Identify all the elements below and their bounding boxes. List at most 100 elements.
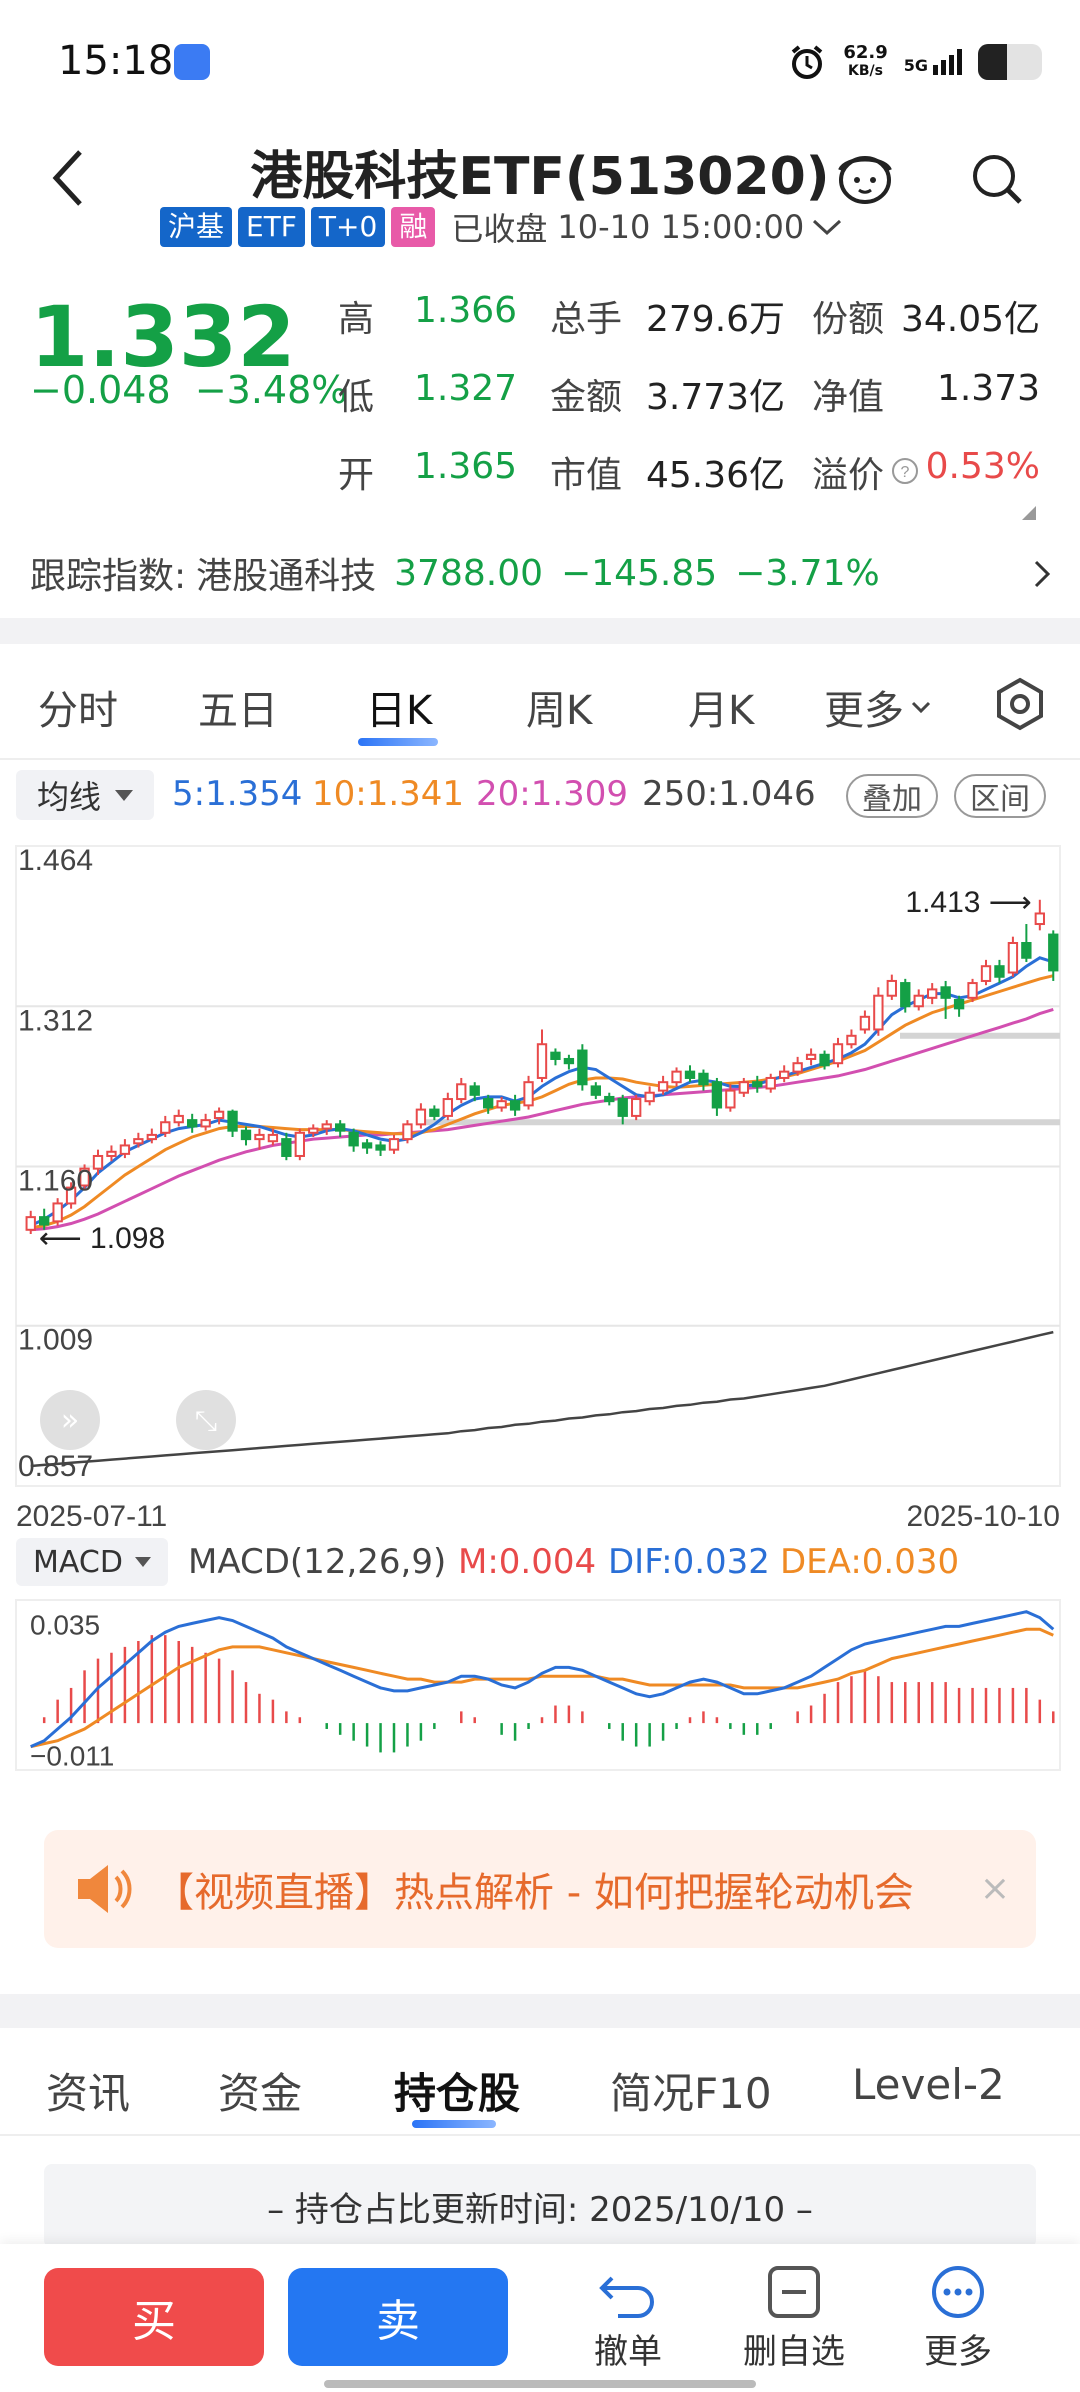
candle-body — [39, 1216, 50, 1226]
holdings-update-time: – 持仓占比更新时间: 2025/10/10 – — [44, 2164, 1036, 2248]
settings-hexagon-icon[interactable] — [992, 676, 1048, 732]
more-label: 更多 — [924, 2332, 992, 2372]
period-tabs: 分时 五日 日K 周K 月K 更多 — [0, 648, 1080, 758]
tab-intraday[interactable]: 分时 — [38, 688, 118, 734]
macd-title: MACD(12,26,9) — [188, 1542, 447, 1582]
nav-value: 1.373 — [936, 368, 1040, 409]
tab-f10[interactable]: 简况F10 — [610, 2069, 772, 2118]
tab-monthly-k[interactable]: 月K — [688, 688, 755, 734]
tab-holdings[interactable]: 持仓股 — [394, 2069, 521, 2118]
bottom-action-bar: 买 卖 撤单 删自选 更多 — [0, 2244, 1080, 2392]
candle-body — [927, 988, 938, 999]
ma20-line — [30, 1007, 1054, 1232]
candle-body — [684, 1070, 696, 1079]
banner-close-icon[interactable]: × — [979, 1868, 1010, 1909]
live-banner[interactable]: 【视频直播】热点解析 - 如何把握轮动机会 × — [44, 1830, 1036, 1948]
tracking-percent: −3.71% — [735, 552, 880, 594]
candle-body — [321, 1123, 332, 1130]
ma-legend: 均线 5:1.354 10:1.341 20:1.309 250:1.046 叠… — [0, 762, 1080, 828]
macd-y-tick-label: −0.011 — [30, 1740, 114, 1771]
tab-news[interactable]: 资讯 — [46, 2069, 131, 2118]
candle-body — [25, 1216, 36, 1231]
candle-body — [1007, 942, 1019, 974]
status-right: 62.9 KB/s 5G — [787, 40, 1042, 84]
x-end-label: 2025-10-10 — [907, 1500, 1060, 1526]
tab-weekly-k[interactable]: 周K — [526, 688, 593, 734]
tab-capital[interactable]: 资金 — [218, 2069, 303, 2118]
candle-body — [980, 965, 992, 982]
tab-daily-k[interactable]: 日K — [366, 688, 433, 734]
cancel-order-label: 撤单 — [594, 2332, 662, 2372]
search-icon[interactable] — [970, 152, 1026, 208]
candle-body — [52, 1202, 63, 1223]
candle-body — [779, 1070, 790, 1079]
dea-line — [30, 1627, 1054, 1749]
indicator-selector-label: 均线 — [36, 778, 101, 816]
candle-body — [213, 1110, 225, 1120]
chevron-down-icon[interactable] — [810, 215, 844, 239]
macd-chart[interactable]: 0.035 −0.011 — [0, 1590, 1080, 1780]
candle-body — [133, 1138, 144, 1145]
candle-body — [671, 1070, 682, 1084]
tab-level2[interactable]: Level-2 — [852, 2060, 1005, 2109]
candle-body — [805, 1053, 817, 1060]
high-value: 1.366 — [414, 290, 518, 331]
header: 港股科技ETF(513020) 沪基 ETF T+0 融 已收盘 10-10 1… — [0, 120, 1080, 250]
macd-selector[interactable]: MACD — [16, 1538, 168, 1586]
amount-value: 3.773亿 — [646, 377, 786, 418]
buy-button[interactable]: 买 — [44, 2268, 264, 2366]
candle-body — [267, 1133, 279, 1143]
macd-frame — [15, 1599, 1061, 1771]
help-icon[interactable]: ? — [890, 456, 920, 486]
min-price-marker: ⟵ 1.098 — [39, 1222, 165, 1255]
candle-body — [631, 1098, 642, 1117]
cancel-order-button[interactable]: 撤单 — [568, 2264, 688, 2373]
active-tab-indicator — [358, 738, 438, 746]
banner-text: 【视频直播】热点解析 - 如何把握轮动机会 — [154, 1870, 914, 1916]
candle-body — [550, 1051, 561, 1060]
section-divider — [0, 618, 1080, 644]
active-info-tab-indicator — [412, 2120, 496, 2128]
candle-body — [469, 1085, 480, 1096]
sell-button[interactable]: 卖 — [288, 2268, 508, 2366]
tracking-index-row[interactable]: 跟踪指数: 港股通科技 3788.00 −145.85 −3.71% — [0, 528, 1080, 618]
candle-body — [590, 1085, 601, 1096]
overlay-button[interactable]: 叠加 — [846, 774, 938, 818]
info-tabs: 资讯 资金 持仓股 简况F10 Level-2 — [0, 2030, 1080, 2136]
open-value: 1.365 — [414, 446, 518, 487]
remove-watchlist-button[interactable]: 删自选 — [734, 2264, 854, 2373]
candle-body — [792, 1062, 803, 1073]
candle-body — [65, 1186, 77, 1205]
candle-body — [832, 1043, 844, 1065]
tag-row: 沪基 ETF T+0 融 已收盘 10-10 15:00:00 — [160, 206, 844, 248]
candle-body — [563, 1057, 575, 1065]
section-divider — [0, 1994, 1080, 2028]
premium-label: 溢价 — [812, 455, 885, 496]
net-speed: 62.9 KB/s — [843, 44, 887, 80]
candle-body — [254, 1133, 265, 1141]
tab-more[interactable]: 更多 — [824, 678, 932, 736]
fast-forward-glyph: » — [61, 1403, 79, 1438]
macd-m-value: M:0.004 — [458, 1542, 597, 1582]
assistant-avatar-icon[interactable] — [832, 146, 898, 208]
tag-margin: 融 — [391, 207, 436, 247]
candle-body — [900, 982, 911, 1008]
back-icon[interactable] — [50, 148, 90, 208]
tab-five-day[interactable]: 五日 — [198, 688, 278, 734]
indicator-selector[interactable]: 均线 — [16, 770, 154, 820]
range-button[interactable]: 区间 — [954, 774, 1046, 818]
candle-body — [711, 1081, 723, 1109]
y-tick-label: 1.160 — [18, 1165, 93, 1198]
kline-chart[interactable]: 1.464 1.312 1.160 1.009 0.857 2025-07-11 2025-… — [0, 826, 1080, 1526]
candle-body — [873, 994, 884, 1031]
candle-body — [281, 1138, 292, 1157]
price-change: −0.048 −3.48% — [30, 368, 347, 412]
status-time: 15:18 — [58, 38, 174, 84]
tabs-divider — [0, 758, 1080, 760]
tag-shanghai-fund: 沪基 — [160, 207, 233, 247]
tag-t0: T+0 — [310, 207, 386, 247]
candle-body — [657, 1081, 669, 1092]
home-indicator — [324, 2380, 756, 2388]
more-button[interactable]: 更多 — [898, 2264, 1018, 2373]
high-label: 高 — [338, 299, 375, 340]
